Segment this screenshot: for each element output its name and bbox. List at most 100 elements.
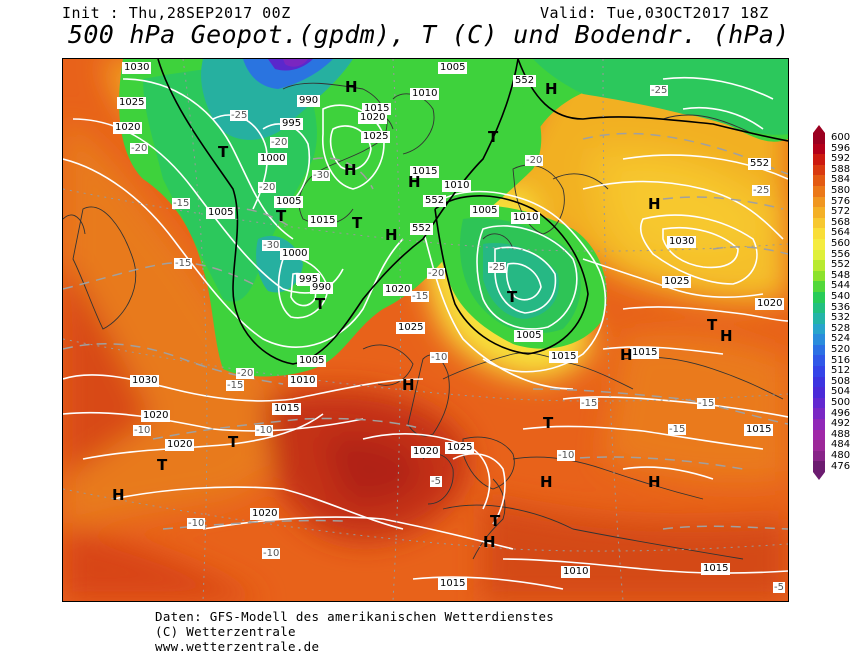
legend-swatch: [813, 376, 825, 388]
legend-value: 572: [831, 206, 850, 218]
isobar-label: 1025: [361, 131, 391, 143]
map-title: 500 hPa Geopot.(gpdm), T (C) und Bodendr…: [68, 20, 790, 49]
isobar-label: 1030: [122, 62, 152, 74]
legend-swatch: [813, 154, 825, 165]
isobar-label: 1030: [667, 236, 697, 248]
legend-swatch: [813, 217, 825, 229]
legend-value: 568: [831, 216, 850, 228]
isobar-label: 1005: [470, 205, 500, 217]
isobar-label: 990: [310, 282, 334, 294]
pressure-center-high: H: [540, 473, 553, 491]
height-contour-label: 552: [748, 158, 772, 170]
weather-map: [62, 58, 789, 602]
pressure-center-low: T: [228, 433, 239, 451]
legend-swatch: [813, 461, 825, 472]
temperature-label: -20: [270, 137, 289, 148]
legend-swatch: [813, 440, 825, 451]
legend-swatch: [813, 366, 825, 377]
isobar-label: 1025: [396, 322, 426, 334]
legend-swatch: [813, 419, 825, 430]
legend-swatch: [813, 355, 825, 367]
legend-swatch: [813, 143, 825, 155]
legend-swatch: [813, 344, 825, 356]
temperature-label: -15: [172, 198, 191, 209]
pressure-center-low: T: [157, 456, 168, 474]
legend-value: 544: [831, 280, 850, 292]
temperature-label: -15: [697, 398, 716, 409]
legend-swatch: [813, 228, 825, 239]
temperature-label: -20: [525, 155, 544, 166]
legend-value: 564: [831, 227, 850, 239]
legend-value: 476: [831, 460, 850, 472]
temperature-label: -25: [230, 110, 249, 121]
legend-swatch: [813, 291, 825, 303]
legend-swatch: [813, 450, 825, 462]
legend-swatch: [813, 429, 825, 441]
temperature-label: -25: [752, 185, 771, 196]
temperature-label: -20: [130, 143, 149, 154]
isobar-label: 1000: [258, 153, 288, 165]
isobar-label: 1010: [288, 375, 318, 387]
legend-value: 496: [831, 407, 850, 419]
isobar-label: 1020: [113, 122, 143, 134]
legend-value: 540: [831, 291, 850, 302]
isobar-label: 990: [297, 95, 321, 107]
pressure-center-high: H: [344, 161, 357, 179]
temperature-label: -25: [650, 85, 669, 96]
temperature-label: -20: [427, 268, 446, 279]
pressure-center-high: H: [112, 486, 125, 504]
init-time: Init : Thu,28SEP2017 00Z: [62, 4, 291, 22]
isobar-label: 1010: [442, 180, 472, 192]
legend-value: 480: [831, 450, 850, 461]
pressure-center-high: H: [545, 80, 558, 98]
credits: Daten: GFS-Modell des amerikanischen Wet…: [155, 609, 554, 654]
pressure-center-high: H: [402, 376, 415, 394]
legend-value: 488: [831, 428, 850, 440]
pressure-center-low: T: [490, 512, 501, 530]
temperature-label: -15: [580, 398, 599, 409]
legend-swatch: [813, 238, 825, 250]
temperature-label: -10: [262, 548, 281, 559]
legend-swatch: [813, 196, 825, 208]
isobar-label: 1020: [250, 508, 280, 520]
pressure-center-low: T: [315, 295, 326, 313]
legend-value: 584: [831, 174, 850, 186]
legend-value: 528: [831, 322, 850, 334]
temperature-label: -15: [668, 424, 687, 435]
temperature-label: -20: [236, 368, 255, 379]
isobar-label: 1020: [165, 439, 195, 451]
temperature-label: -5: [430, 476, 442, 487]
isobar-label: 1005: [297, 355, 327, 367]
legend-swatch: [813, 387, 825, 398]
pressure-center-low: T: [543, 414, 554, 432]
temperature-label: -10: [430, 352, 449, 363]
isobar-label: 1005: [274, 196, 304, 208]
isobar-label: 1020: [358, 112, 388, 124]
pressure-center-high: H: [720, 327, 733, 345]
legend-value: 512: [831, 365, 850, 377]
pressure-center-high: H: [385, 226, 398, 244]
isobar-label: 1015: [272, 403, 302, 415]
legend-value: 560: [831, 238, 850, 249]
isobar-label: 995: [280, 118, 304, 130]
legend-value: 524: [831, 333, 850, 345]
isobar-label: 1015: [308, 215, 338, 227]
temperature-label: -10: [133, 425, 152, 436]
temperature-label: -10: [187, 518, 206, 529]
legend-value: 520: [831, 344, 850, 355]
legend-value: 600: [831, 132, 850, 143]
height-contour-label: 552: [423, 195, 447, 207]
legend-value: 580: [831, 185, 850, 196]
legend-value: 532: [831, 312, 850, 324]
legend-value: 556: [831, 248, 850, 260]
legend-swatch: [813, 260, 825, 271]
isobar-label: 1015: [630, 347, 660, 359]
pressure-center-high: H: [648, 473, 661, 491]
pressure-center-low: T: [707, 316, 718, 334]
temperature-label: -25: [488, 262, 507, 273]
isobar-label: 1015: [549, 351, 579, 363]
isobar-label: 1015: [410, 166, 440, 178]
temperature-label: -15: [174, 258, 193, 269]
pressure-center-high: H: [483, 533, 496, 551]
legend-value: 596: [831, 142, 850, 154]
